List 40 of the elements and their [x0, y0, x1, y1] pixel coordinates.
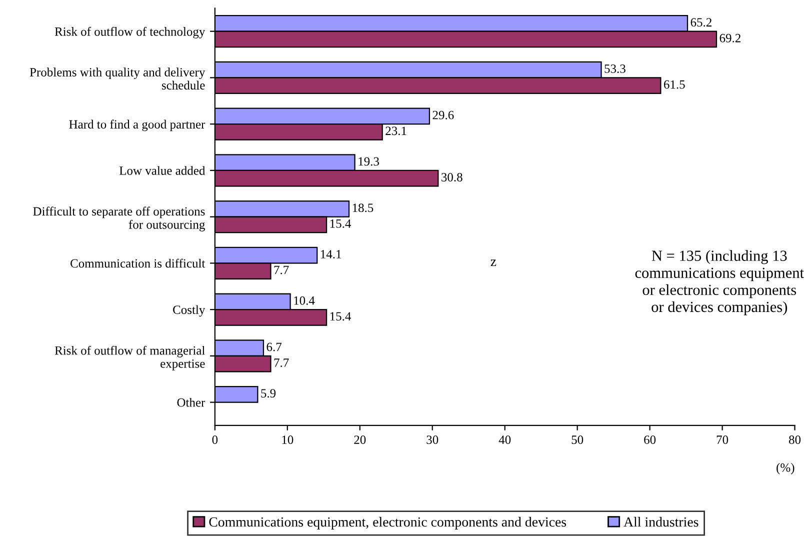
data-label: 10.4	[294, 296, 315, 305]
data-label: 61.5	[664, 80, 685, 89]
data-label: 5.9	[261, 389, 276, 398]
annotation: N = 135 (including 13 communications equipment or electronic components or devices companies)	[635, 250, 804, 316]
y-tick-label: Risk of outflow of technology	[54, 26, 206, 38]
data-label: 19.3	[358, 157, 379, 166]
x-tick-label: 70	[716, 436, 728, 444]
x-tick-label: 60	[644, 436, 656, 444]
legend-label: All industries	[624, 516, 698, 527]
data-label: 18.5	[352, 204, 374, 212]
legend-label: Communications equipment, electronic components and devices	[209, 516, 566, 530]
data-label: 69.2	[720, 34, 740, 42]
y-tick-label: Other	[177, 398, 206, 407]
x-tick-label: 40	[498, 436, 511, 444]
y-tick-label: Costly	[173, 305, 206, 317]
data-label: 15.4	[330, 312, 351, 321]
data-label: 15.4	[330, 219, 351, 228]
x-axis-title: (%)	[776, 463, 794, 474]
data-label: 7.7	[274, 358, 289, 367]
data-label: 53.3	[604, 64, 626, 73]
data-label: 6.7	[266, 342, 282, 352]
x-tick-label: 30	[426, 436, 438, 444]
y-tick-label: Problems with quality and delivery schedule	[30, 68, 206, 90]
data-label: 65.2	[690, 18, 712, 27]
x-tick-label: 10	[282, 436, 294, 444]
y-tick-label: Difficult to separate off operations for outsourcing	[33, 206, 205, 232]
y-tick-label: Communication is difficult	[70, 258, 206, 268]
annotation: z	[490, 260, 496, 266]
y-tick-label: Hard to find a good partner	[69, 120, 206, 132]
data-label: 29.6	[432, 110, 454, 120]
x-tick-label: 20	[354, 436, 366, 444]
x-tick-label: 50	[572, 436, 584, 444]
y-tick-label: Risk of outflow of managerial expertise	[54, 346, 205, 370]
data-label: 14.1	[320, 250, 342, 258]
data-label: 7.7	[274, 266, 289, 274]
x-tick-label: 80	[789, 436, 801, 444]
data-label: 30.8	[442, 173, 462, 182]
x-tick-label: 0	[212, 436, 218, 444]
y-tick-label: Low value added	[119, 166, 206, 175]
data-label: 23.1	[386, 126, 406, 136]
